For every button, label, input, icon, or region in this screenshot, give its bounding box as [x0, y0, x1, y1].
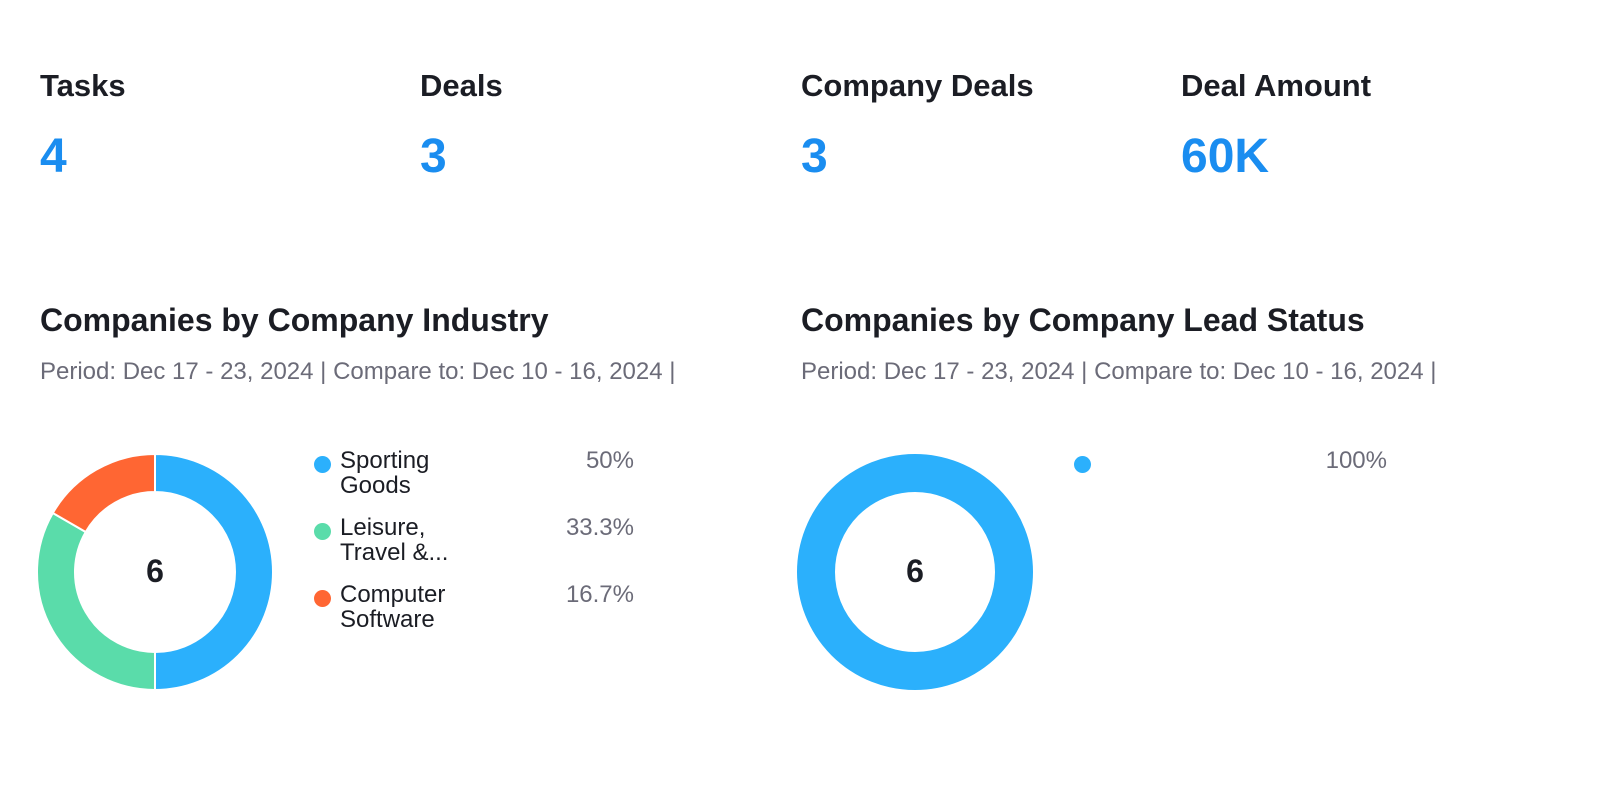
industry-chart-header: Companies by Company Industry Period: De…: [40, 300, 676, 387]
lead-status-chart-header: Companies by Company Lead Status Period:…: [801, 300, 1437, 387]
kpi-deal-amount[interactable]: Deal Amount 60K: [1181, 68, 1371, 185]
legend-label: Sporting Goods: [340, 447, 430, 499]
kpi-tasks[interactable]: Tasks 4: [40, 68, 126, 185]
donut-center-total: 6: [906, 553, 924, 589]
legend-dot-icon: [314, 523, 331, 540]
legend-item[interactable]: Sporting Goods 50%: [314, 448, 634, 515]
kpi-company-deals[interactable]: Company Deals 3: [801, 68, 1034, 185]
donut-center-total: 6: [146, 553, 164, 589]
kpi-label: Tasks: [40, 68, 126, 103]
kpi-value: 3: [801, 130, 828, 183]
legend-item[interactable]: 100%: [1074, 448, 1387, 515]
kpi-label: Deal Amount: [1181, 68, 1372, 103]
kpi-label: Deals: [420, 68, 503, 103]
donut-slice[interactable]: [51, 452, 156, 534]
legend-item[interactable]: Leisure, Travel &... 33.3%: [314, 515, 634, 582]
donut-slice[interactable]: [154, 452, 274, 692]
kpi-label: Company Deals: [801, 68, 1034, 103]
donut-slice[interactable]: [36, 511, 156, 692]
donut-slice[interactable]: [797, 454, 1033, 690]
legend-item[interactable]: Computer Software 16.7%: [314, 582, 634, 649]
kpi-deals[interactable]: Deals 3: [420, 68, 503, 185]
legend-dot-icon: [314, 456, 331, 473]
industry-legend: Sporting Goods 50% Leisure, Travel &... 33.…: [314, 448, 634, 649]
kpi-value: 4: [40, 130, 67, 183]
lead-status-legend: 100%: [1074, 448, 1387, 515]
chart-period: Period: Dec 17 - 23, 2024 | Compare to: …: [801, 358, 1437, 385]
chart-title: Companies by Company Lead Status: [801, 302, 1365, 338]
legend-percent: 33.3%: [565, 514, 634, 541]
legend-label: Leisure, Travel &...: [340, 514, 449, 566]
legend-percent: 16.7%: [565, 581, 634, 608]
legend-label: Computer Software: [340, 581, 446, 633]
kpi-value: 3: [420, 130, 447, 183]
legend-percent: 50%: [585, 447, 634, 474]
chart-period: Period: Dec 17 - 23, 2024 | Compare to: …: [40, 358, 676, 385]
legend-dot-icon: [314, 590, 331, 607]
kpi-value: 60K: [1181, 130, 1270, 183]
legend-dot-icon: [1074, 456, 1091, 473]
chart-title: Companies by Company Industry: [40, 302, 549, 338]
legend-percent: 100%: [1325, 447, 1387, 474]
lead-status-donut-chart: [797, 454, 1033, 690]
industry-donut-chart: [36, 452, 274, 692]
